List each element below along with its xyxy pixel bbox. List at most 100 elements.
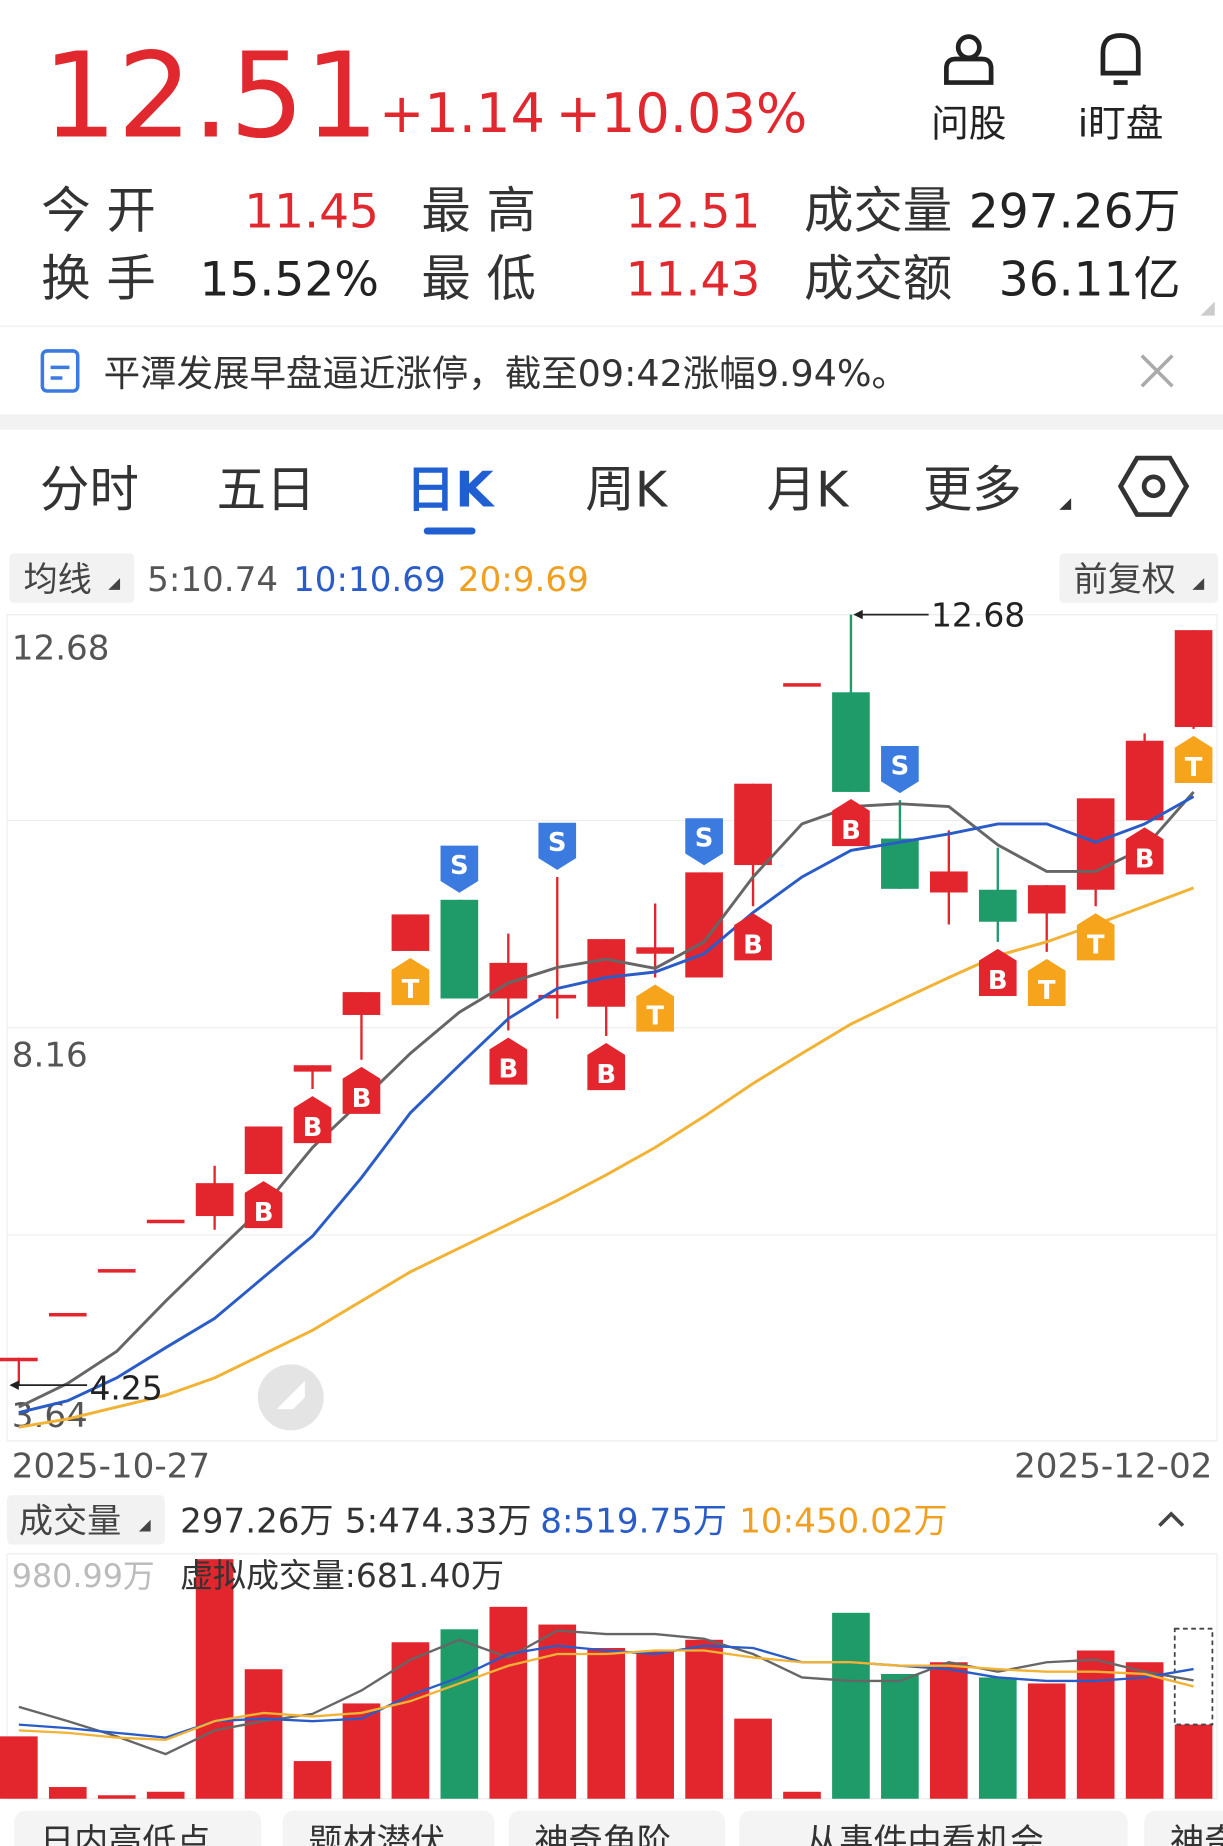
chip-label[interactable]: 题材潜伏 bbox=[308, 1822, 445, 1846]
tab[interactable]: 五日 bbox=[217, 460, 316, 518]
signal-badge bbox=[832, 798, 870, 847]
vol-ma10: 10:450.02万 bbox=[739, 1502, 947, 1542]
ma-line bbox=[18, 790, 1195, 1409]
chip-label[interactable]: 日内高低点 bbox=[40, 1822, 211, 1846]
signal-label: B bbox=[988, 966, 1008, 996]
ask-stock-icon[interactable] bbox=[944, 34, 994, 85]
candle-body bbox=[1027, 885, 1066, 914]
arrow bbox=[9, 1380, 19, 1390]
volume-bar bbox=[587, 1648, 626, 1799]
stat-value: 297.26万 bbox=[969, 184, 1181, 239]
signal-badge bbox=[636, 984, 674, 1032]
volume-bar bbox=[685, 1639, 723, 1799]
tab[interactable]: 日K bbox=[406, 460, 495, 518]
signal-label: B bbox=[352, 1084, 372, 1114]
news-text[interactable]: 平潭发展早盘逼近涨停，截至09:42涨幅9.94%。 bbox=[104, 352, 908, 395]
signal-badge bbox=[293, 1096, 332, 1144]
candle-body bbox=[881, 838, 919, 889]
stat-label: 最 低 bbox=[421, 250, 536, 308]
candle-body bbox=[1174, 630, 1213, 728]
candle-body bbox=[48, 1312, 87, 1317]
chip[interactable] bbox=[739, 1810, 1128, 1846]
chip-label[interactable]: 神奇角阶 bbox=[534, 1822, 671, 1846]
tabs: 分时 五日 日K 周K 月K 更多 bbox=[40, 460, 1022, 535]
close-button[interactable] bbox=[1140, 354, 1174, 388]
candle-body bbox=[1125, 740, 1164, 821]
signal-label: B bbox=[596, 1060, 616, 1090]
chip[interactable] bbox=[508, 1810, 726, 1846]
chip[interactable] bbox=[1144, 1810, 1223, 1846]
volume-bar bbox=[1027, 1683, 1066, 1799]
volume-bar bbox=[881, 1673, 919, 1799]
date-label: 2025-12-02 bbox=[1014, 1446, 1212, 1486]
tab[interactable]: 周K bbox=[585, 460, 668, 518]
ma-line bbox=[18, 795, 1195, 1415]
settings-icon[interactable] bbox=[1117, 455, 1190, 517]
signal-label: T bbox=[1038, 976, 1056, 1006]
tab[interactable]: 更多 bbox=[923, 460, 1022, 518]
signal-badge bbox=[587, 1043, 626, 1091]
signal-label: T bbox=[1087, 930, 1105, 960]
stat-value: 12.51 bbox=[626, 184, 761, 239]
signal-badge bbox=[1027, 958, 1066, 1007]
volume-bar bbox=[930, 1662, 968, 1799]
signal-label: T bbox=[402, 975, 420, 1005]
volume-bar bbox=[244, 1669, 283, 1799]
last-price: 12.51 bbox=[42, 28, 379, 165]
y-tick-label: 8.16 bbox=[12, 1036, 88, 1076]
adjust-selector[interactable] bbox=[1059, 553, 1219, 603]
candle-body bbox=[0, 1357, 38, 1362]
volume-bar bbox=[146, 1791, 185, 1799]
signal-badge bbox=[978, 948, 1017, 996]
date-label: 2025-10-27 bbox=[12, 1446, 210, 1486]
signal-badge bbox=[538, 822, 577, 870]
bottom-buttons: 日内高低点 题材潜伏 神奇角阶 从事件中看机会 神奇 bbox=[14, 1810, 1223, 1846]
candle-body bbox=[930, 871, 968, 893]
chip[interactable] bbox=[14, 1810, 262, 1846]
chip[interactable] bbox=[282, 1810, 495, 1846]
corner-mark bbox=[1200, 301, 1215, 316]
y-tick-label: 12.68 bbox=[12, 628, 110, 668]
volume-bar bbox=[440, 1629, 479, 1799]
tab[interactable]: 月K bbox=[767, 460, 850, 518]
watch-icon[interactable] bbox=[1100, 33, 1141, 85]
volume-bar bbox=[97, 1795, 136, 1799]
signal-badge bbox=[1174, 735, 1213, 784]
volume-bar bbox=[48, 1787, 87, 1799]
signal-badge bbox=[734, 913, 772, 961]
candle-body bbox=[1076, 798, 1115, 890]
vol-label[interactable]: 成交量 bbox=[19, 1502, 121, 1542]
volume-bar bbox=[1076, 1650, 1115, 1799]
tab[interactable]: 分时 bbox=[40, 460, 139, 518]
vol-ma8: 8:519.75万 bbox=[540, 1502, 727, 1542]
ma-selector[interactable] bbox=[9, 553, 135, 603]
vol-selector[interactable] bbox=[7, 1495, 165, 1545]
volume-chart: 980.99万 虚拟成交量:681.40万 bbox=[0, 1553, 1218, 1799]
stat-label: 今 开 bbox=[41, 181, 156, 239]
candle-body bbox=[244, 1126, 283, 1175]
collapse[interactable] bbox=[1158, 1511, 1185, 1527]
candle-body bbox=[293, 1065, 332, 1072]
volume-bar bbox=[783, 1791, 821, 1799]
chip-label[interactable]: 从事件中看机会 bbox=[805, 1822, 1044, 1846]
adjust-label[interactable]: 前复权 bbox=[1074, 560, 1176, 600]
icon-label[interactable]: i盯盘 bbox=[1078, 102, 1164, 146]
ma-label[interactable]: 均线 bbox=[24, 560, 92, 600]
stat-label: 成交额 bbox=[804, 250, 952, 308]
separator bbox=[0, 414, 1223, 430]
icon-label[interactable]: 问股 bbox=[931, 102, 1006, 146]
signal-badge bbox=[685, 818, 723, 866]
stat-value: 11.43 bbox=[626, 253, 761, 308]
ma-line bbox=[18, 1629, 1194, 1756]
volume-bar bbox=[734, 1718, 772, 1799]
volume-bar bbox=[391, 1642, 430, 1799]
candle-body bbox=[342, 992, 381, 1015]
volume-bar bbox=[978, 1677, 1017, 1799]
candle-body bbox=[832, 692, 870, 792]
chip-label[interactable]: 神奇 bbox=[1170, 1822, 1223, 1846]
candle-body bbox=[146, 1219, 185, 1224]
candle-body bbox=[538, 994, 577, 999]
signal-label: B bbox=[498, 1055, 518, 1085]
